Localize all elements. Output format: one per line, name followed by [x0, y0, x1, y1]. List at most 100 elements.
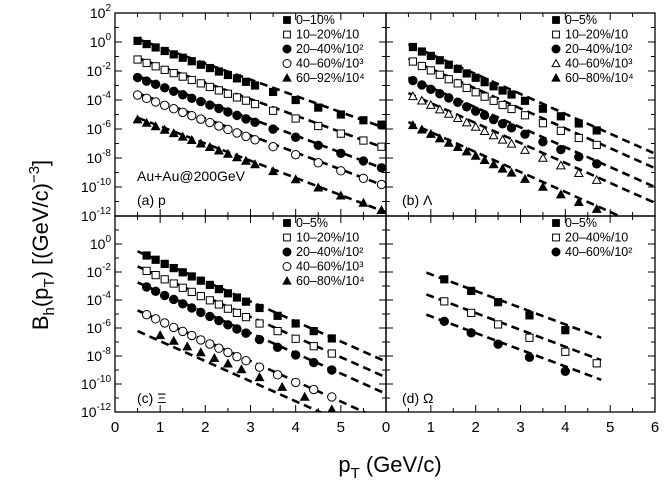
data-point	[241, 356, 251, 366]
data-point	[592, 359, 601, 368]
data-point	[336, 148, 346, 159]
data-point	[480, 92, 489, 101]
legend-marker	[551, 44, 561, 54]
data-point	[132, 114, 143, 124]
y-tick-label: 10-8	[87, 148, 112, 166]
series-2	[133, 55, 386, 151]
data-point	[327, 334, 336, 343]
data-point	[425, 128, 436, 138]
data-point	[538, 137, 548, 147]
data-point	[498, 86, 507, 95]
data-point	[141, 93, 152, 104]
data-point	[196, 79, 205, 88]
data-point	[561, 347, 570, 356]
data-point	[591, 203, 602, 213]
series-4	[141, 309, 337, 402]
y-tick-exponent: -10	[97, 374, 112, 385]
data-point	[408, 75, 418, 86]
legend-label: 10–20%/10	[565, 28, 628, 42]
data-point	[555, 160, 566, 170]
y-tick-base: 10	[81, 376, 97, 392]
data-point	[520, 111, 530, 120]
data-point	[435, 56, 444, 65]
y-tick-exponent: -10	[97, 177, 112, 188]
data-point	[187, 330, 197, 341]
data-point	[471, 73, 480, 82]
data-point	[358, 173, 369, 183]
legend-marker	[283, 16, 291, 24]
data-point	[187, 272, 196, 281]
data-point	[520, 129, 530, 139]
x-tick-label: 3	[246, 419, 254, 436]
data-point	[592, 159, 602, 169]
data-point	[151, 43, 160, 52]
data-point	[178, 90, 188, 100]
data-point	[241, 96, 251, 105]
legend-label: 60–80%/10⁴	[296, 274, 365, 288]
data-point	[467, 286, 476, 295]
legend-marker	[282, 276, 292, 285]
legend-label: 40–60%/10³	[296, 260, 363, 274]
data-point	[574, 152, 584, 162]
legend-label: 40–60%/10³	[565, 57, 632, 71]
data-point	[273, 327, 282, 336]
data-point	[434, 104, 445, 114]
data-point	[132, 72, 143, 83]
data-point	[309, 327, 318, 336]
data-point	[268, 142, 278, 152]
data-point	[416, 95, 427, 105]
legend: 0–5%10–20%/1020–40%/10²40–60%/10³60–80%/…	[551, 13, 634, 85]
data-point	[159, 290, 170, 301]
fit-line	[137, 329, 324, 412]
x-tick-label: 1	[156, 419, 164, 436]
data-point	[187, 287, 196, 296]
data-point	[195, 347, 206, 357]
data-point	[241, 77, 251, 86]
data-point	[537, 152, 548, 162]
data-point	[461, 146, 472, 156]
data-point	[452, 112, 463, 122]
data-point	[177, 131, 188, 141]
data-point	[560, 366, 571, 377]
y-tick-base: 10	[90, 34, 106, 50]
data-point	[178, 53, 187, 62]
x-tick-label: 0	[382, 419, 390, 436]
series-1	[408, 42, 601, 135]
data-point	[155, 330, 166, 340]
y-tick-exponent: -4	[102, 290, 111, 301]
data-point	[489, 96, 498, 105]
legend: 0–10%10–20%/1020–40%/10²40–60%/10³60–92%…	[282, 13, 365, 85]
data-point	[556, 112, 565, 121]
data-point	[440, 297, 449, 306]
data-point	[205, 280, 214, 289]
legend-label: 0–5%	[565, 216, 597, 230]
panel-data	[132, 36, 386, 215]
data-point	[444, 93, 454, 103]
series-3	[408, 75, 602, 169]
data-point	[142, 39, 151, 49]
data-point	[417, 61, 426, 71]
x-tick-label: 2	[471, 419, 479, 436]
data-point	[222, 358, 233, 368]
y-tick-base: 10	[87, 63, 103, 79]
series-4	[407, 91, 602, 184]
data-point	[561, 326, 570, 335]
data-point	[376, 163, 386, 173]
legend-marker	[552, 219, 560, 227]
data-point	[408, 42, 417, 52]
panel-1: 0–10%10–20%/1020–40%/10²40–60%/10³60–92%…	[114, 12, 387, 217]
y-tick-exponent: -8	[102, 346, 111, 357]
data-point	[313, 140, 323, 151]
y-tick-label: 10-2	[87, 262, 112, 280]
data-point	[254, 334, 265, 345]
data-point	[160, 65, 169, 74]
data-point	[290, 149, 301, 160]
data-point	[223, 70, 233, 80]
data-point	[250, 159, 261, 169]
data-point	[407, 120, 418, 130]
data-point	[160, 259, 169, 268]
data-point	[574, 119, 583, 128]
y-tick-exponent: -6	[102, 119, 111, 130]
data-point	[151, 62, 160, 71]
data-point	[291, 334, 300, 343]
